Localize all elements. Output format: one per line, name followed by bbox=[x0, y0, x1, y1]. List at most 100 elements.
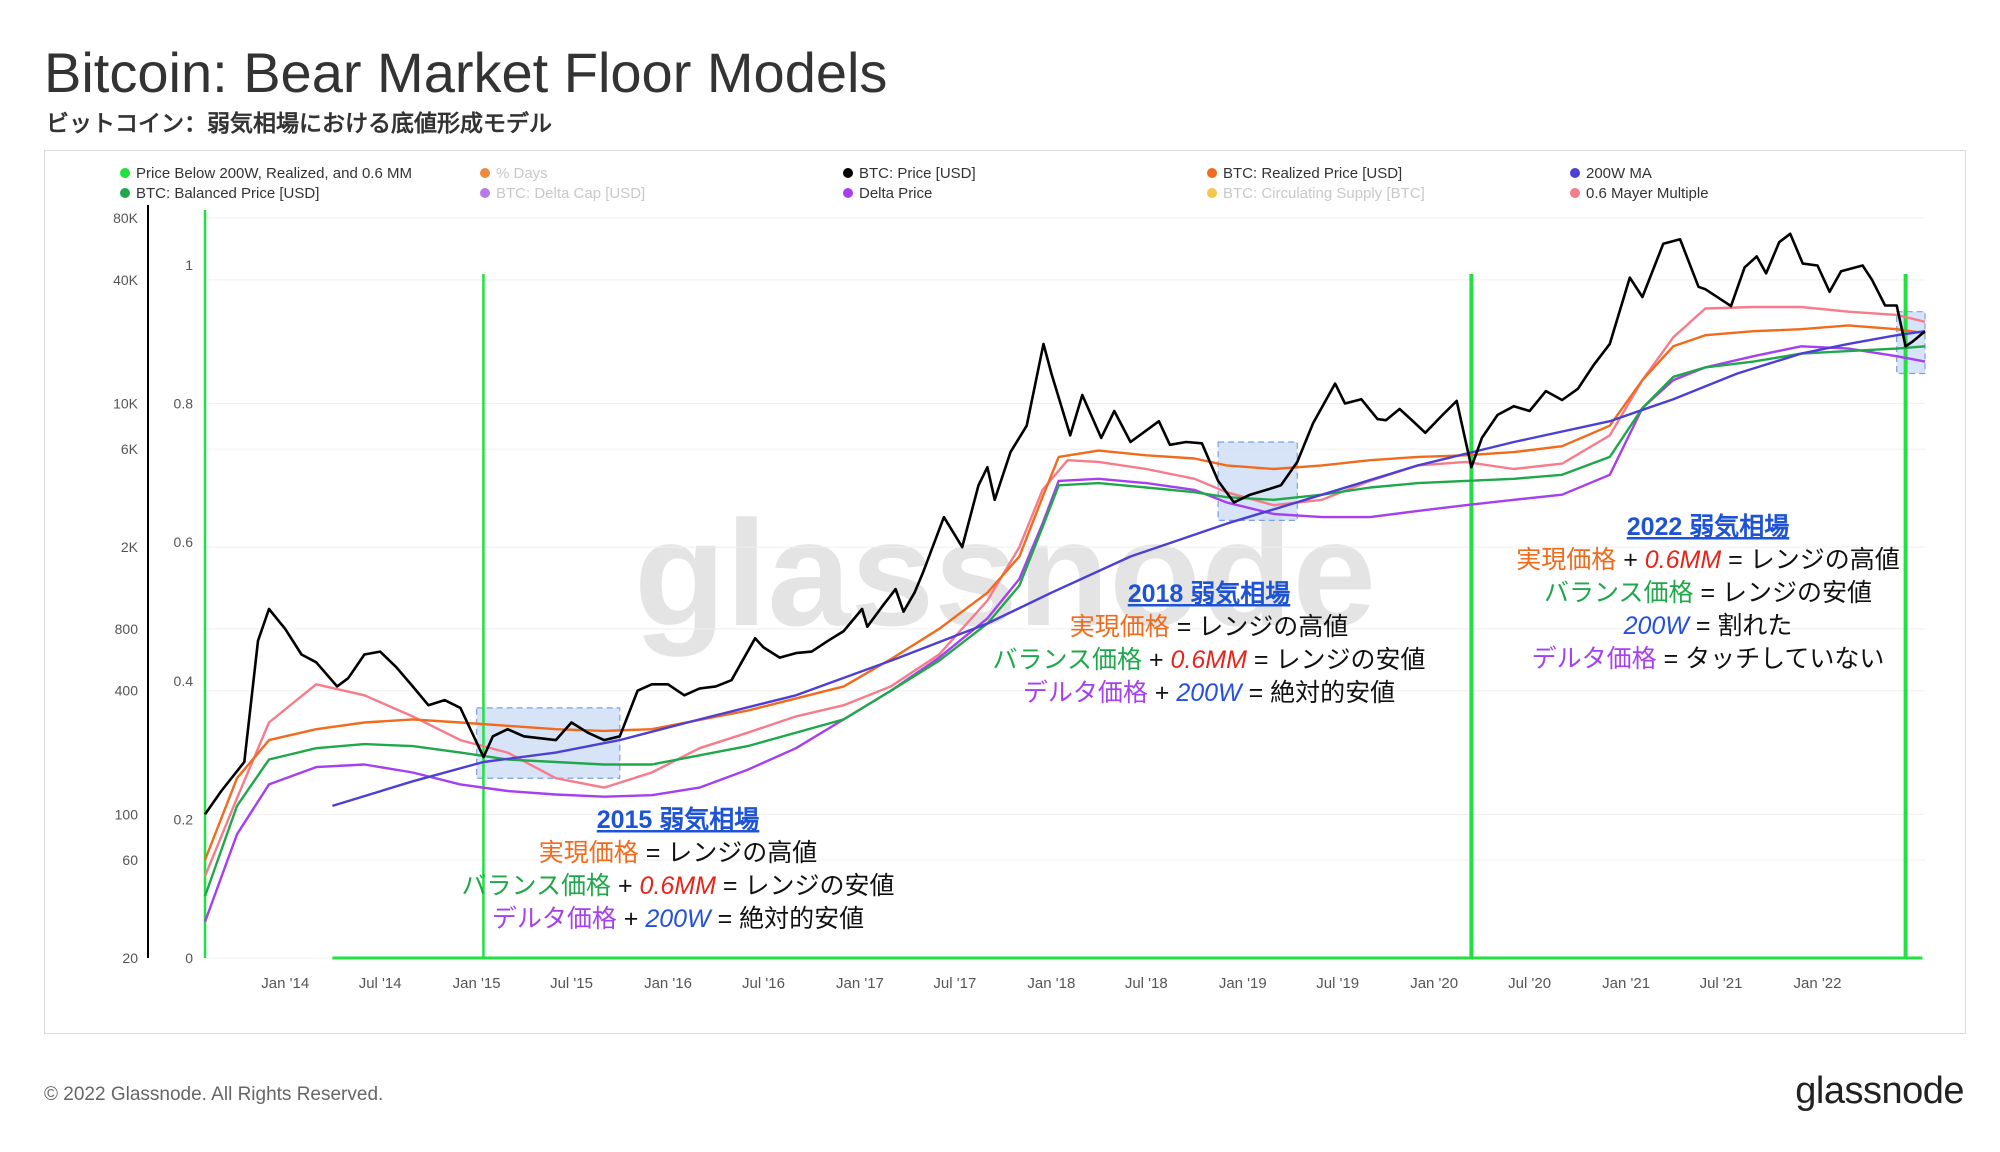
annotation-line: バランス価格 + 0.6MM = レンジの安値 bbox=[462, 872, 895, 900]
legend-dot bbox=[1207, 188, 1217, 198]
price-tick-label: 400 bbox=[115, 683, 139, 699]
annotation-line: 実現価格 = レンジの高値 bbox=[539, 839, 818, 867]
highlight-zone bbox=[476, 707, 621, 779]
annotation-segment: デルタ価格 bbox=[492, 905, 617, 933]
annotation-line: デルタ価格 + 200W = 絶対的安値 bbox=[492, 905, 864, 933]
price-tick-label: 2K bbox=[121, 539, 139, 555]
annotation-segment: = 絶対的安値 bbox=[711, 905, 865, 933]
price-tick-label: 80K bbox=[113, 210, 139, 226]
annotation-line: デルタ価格 + 200W = 絶対的安値 bbox=[1023, 679, 1395, 707]
x-tick-label: Jan '19 bbox=[1219, 975, 1267, 992]
price-tick-label: 60 bbox=[122, 852, 138, 868]
ratio-tick-label: 0.6 bbox=[174, 534, 194, 550]
ratio-tick-label: 0.2 bbox=[174, 811, 194, 827]
annotation-line: 200W = 割れた bbox=[1623, 612, 1793, 640]
annotation-segment: バランス価格 bbox=[1544, 579, 1694, 607]
legend-label: % Days bbox=[496, 165, 548, 182]
x-tick-label: Jul '14 bbox=[359, 975, 402, 992]
ratio-tick-label: 0.4 bbox=[174, 673, 194, 689]
ratio-tick-label: 1 bbox=[185, 257, 193, 273]
legend-dot bbox=[120, 188, 130, 198]
annotation-segment: = レンジの安値 bbox=[1247, 646, 1426, 674]
series-line-price bbox=[203, 232, 1926, 816]
price-tick-label: 20 bbox=[122, 950, 138, 966]
annotation-segment: = レンジの高値 bbox=[639, 839, 818, 867]
price-tick-label: 10K bbox=[113, 396, 139, 412]
x-tick-label: Jan '14 bbox=[261, 975, 309, 992]
annotation-line: バランス価格 = レンジの安値 bbox=[1544, 579, 1872, 607]
legend-label: BTC: Circulating Supply [BTC] bbox=[1223, 185, 1425, 202]
legend-dot bbox=[1207, 168, 1217, 178]
annotation-segment: = レンジの高値 bbox=[1721, 546, 1900, 574]
x-tick-label: Jul '20 bbox=[1508, 975, 1551, 992]
annotation-segment: + bbox=[611, 872, 640, 900]
annotation-segment: デルタ価格 bbox=[1023, 679, 1148, 707]
annotation-segment: 実現価格 bbox=[539, 839, 639, 867]
legend-dot bbox=[480, 188, 490, 198]
footer-copyright: © 2022 Glassnode. All Rights Reserved. bbox=[44, 1084, 384, 1105]
annotation-segment: 0.6MM bbox=[1645, 546, 1722, 574]
x-tick-label: Jul '18 bbox=[1125, 975, 1168, 992]
x-tick-label: Jan '18 bbox=[1027, 975, 1075, 992]
annotation-segment: + bbox=[1616, 546, 1645, 574]
annotation-line: デルタ価格 = タッチしていない bbox=[1532, 645, 1885, 673]
legend-dot bbox=[1570, 168, 1580, 178]
annotation-segment: = タッチしていない bbox=[1657, 645, 1885, 673]
ratio-tick-label: 0.8 bbox=[174, 396, 194, 412]
legend-label: BTC: Delta Cap [USD] bbox=[496, 185, 645, 202]
legend-dot bbox=[843, 188, 853, 198]
legend-label: 200W MA bbox=[1586, 165, 1652, 182]
annotation-segment: 200W bbox=[1623, 612, 1692, 640]
price-tick-label: 40K bbox=[113, 272, 139, 288]
annotation-segment: デルタ価格 bbox=[1532, 645, 1657, 673]
annotation-heading: 2015 弱気相場 bbox=[597, 805, 760, 834]
annotation-heading: 2018 弱気相場 bbox=[1128, 579, 1291, 608]
annotation-segment: 200W bbox=[1175, 679, 1244, 707]
x-tick-label: Jul '19 bbox=[1316, 975, 1359, 992]
annotation-segment: = レンジの高値 bbox=[1170, 613, 1349, 641]
legend-dot bbox=[120, 168, 130, 178]
annotation-segment: 0.6MM bbox=[640, 872, 717, 900]
x-tick-label: Jan '21 bbox=[1602, 975, 1650, 992]
annotation-segment: = レンジの安値 bbox=[716, 872, 895, 900]
x-tick-label: Jul '16 bbox=[742, 975, 785, 992]
series-line-balanced bbox=[203, 345, 1926, 897]
annotation-line: 実現価格 + 0.6MM = レンジの高値 bbox=[1516, 546, 1899, 574]
annotation-segment: バランス価格 bbox=[993, 646, 1143, 674]
page-subtitle: ビットコイン：弱気相場における底値形成モデル bbox=[46, 110, 552, 136]
x-tick-label: Jul '15 bbox=[550, 975, 593, 992]
legend-label: Delta Price bbox=[859, 185, 932, 202]
annotation-segment: 実現価格 bbox=[1516, 546, 1616, 574]
legend-dot bbox=[1570, 188, 1580, 198]
annotation-segment: バランス価格 bbox=[462, 872, 612, 900]
legend-label: BTC: Balanced Price [USD] bbox=[136, 185, 319, 202]
annotation-segment: 200W bbox=[644, 905, 713, 933]
page-title: Bitcoin: Bear Market Floor Models bbox=[44, 41, 888, 104]
legend-label: 0.6 Mayer Multiple bbox=[1586, 185, 1709, 202]
annotation-segment: + bbox=[617, 905, 646, 933]
annotation-segment: 実現価格 bbox=[1070, 613, 1170, 641]
annotation-heading: 2022 弱気相場 bbox=[1627, 512, 1790, 541]
x-tick-label: Jul '21 bbox=[1700, 975, 1743, 992]
annotation-segment: = 割れた bbox=[1689, 612, 1793, 640]
annotation-segment: = 絶対的安値 bbox=[1242, 679, 1396, 707]
ratio-tick-label: 0 bbox=[185, 950, 193, 966]
price-tick-label: 100 bbox=[115, 806, 139, 822]
series-line-ma200w bbox=[332, 330, 1926, 808]
x-tick-label: Jan '17 bbox=[836, 975, 884, 992]
price-tick-label: 6K bbox=[121, 441, 139, 457]
x-tick-label: Jan '15 bbox=[453, 975, 501, 992]
annotation-segment: + bbox=[1142, 646, 1171, 674]
series-line-mayer06 bbox=[203, 305, 1926, 877]
legend-dot bbox=[843, 168, 853, 178]
chart-frame bbox=[44, 150, 1966, 1034]
price-tick-label: 800 bbox=[115, 621, 139, 637]
series-line-realized bbox=[203, 324, 1926, 861]
legend-label: BTC: Realized Price [USD] bbox=[1223, 165, 1402, 182]
legend-label: Price Below 200W, Realized, and 0.6 MM bbox=[136, 165, 412, 182]
annotation-segment: + bbox=[1148, 679, 1177, 707]
annotation-segment: = レンジの安値 bbox=[1694, 579, 1873, 607]
legend-dot bbox=[480, 168, 490, 178]
x-tick-label: Jan '20 bbox=[1410, 975, 1458, 992]
